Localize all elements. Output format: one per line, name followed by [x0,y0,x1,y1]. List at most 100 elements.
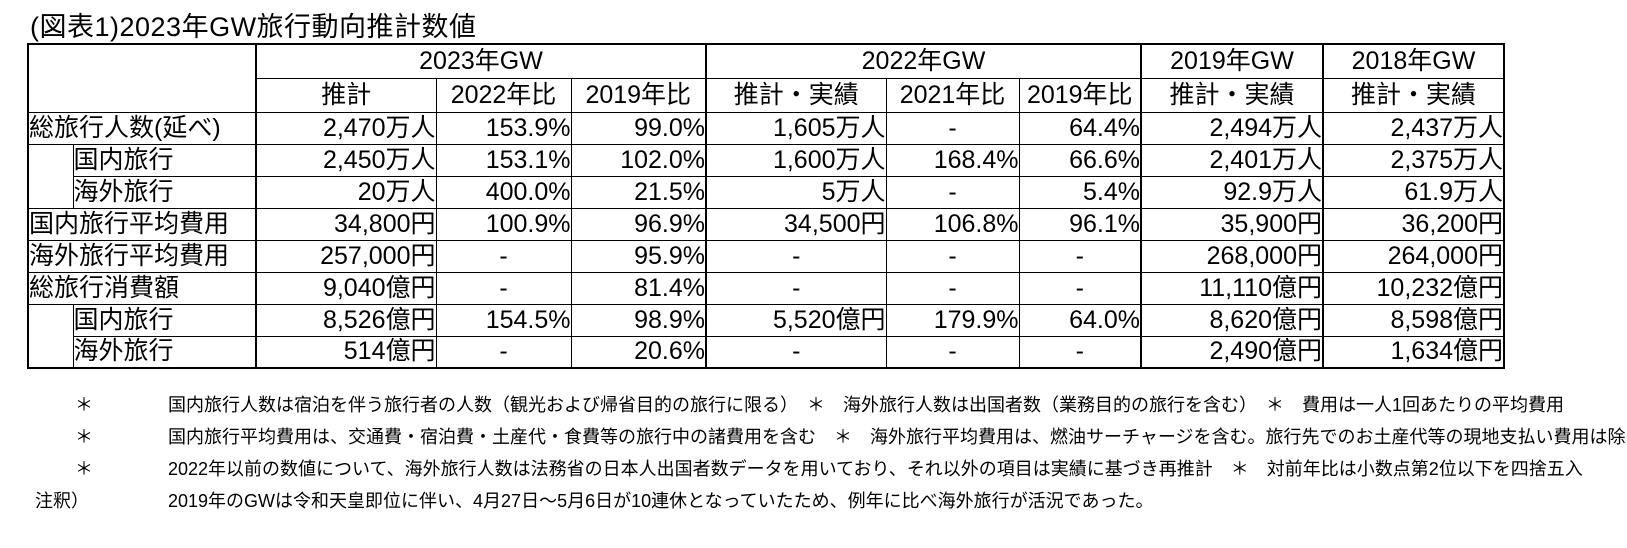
table-row: 総旅行消費額 9,040億円 - 81.4% - - - 11,110億円 10… [27,271,1505,305]
column-header: 推計・実績 [705,77,887,113]
footnote-text: 2019年のGWは令和天皇即位に伴い、4月27日～5月6日が10連休となっていた… [168,491,1154,511]
data-cell: 8,598億円 [1322,303,1505,337]
data-cell: 96.1% [1018,207,1142,241]
row-label: 国内旅行平均費用 [27,207,257,241]
data-cell: - [435,271,572,305]
column-header: 推計・実績 [1140,77,1324,113]
data-cell: 2,470万人 [255,111,437,145]
data-cell: - [885,239,1020,273]
data-cell: 5万人 [705,175,887,209]
data-cell: 257,000円 [255,239,437,273]
data-cell: 5.4% [1018,175,1142,209]
data-cell: - [1018,271,1142,305]
data-cell: 10,232億円 [1322,271,1505,305]
footnote-line: 注釈） 2019年のGWは令和天皇即位に伴い、4月27日～5月6日が10連休となっ… [35,484,1627,516]
footnote-line: ＊ 国内旅行人数は宿泊を伴う旅行者の人数（観光および帰省目的の旅行に限る） ＊ 海… [35,388,1627,420]
data-cell: 8,620億円 [1140,303,1324,337]
table-row: 海外旅行 20万人 400.0% 21.5% 5万人 - 5.4% 92.9万人… [28,175,1505,209]
data-cell: 2,450万人 [255,143,437,177]
data-cell: 99.0% [570,111,707,145]
data-cell: 2,494万人 [1140,111,1324,145]
page-title: (図表1)2023年GW旅行動向推計数値 [30,12,477,42]
data-cell: - [1018,335,1142,369]
footnote-line: ＊ 国内旅行平均費用は、交通費・宿泊費・土産代・食費等の旅行中の諸費用を含む ＊ … [35,420,1627,452]
data-cell: 64.0% [1018,303,1142,337]
data-cell: - [705,271,887,305]
footnote-marker: 注釈） [35,491,89,511]
column-header: 2019年比 [570,77,707,113]
footnote-marker: ＊ [75,427,93,447]
data-cell: 34,500円 [705,207,887,241]
data-cell: 179.9% [885,303,1020,337]
column-header: 推計・実績 [1322,77,1505,113]
header-group-row: 2023年GW 2022年GW 2019年GW 2018年GW [27,43,1505,113]
table-row: 国内旅行 8,526億円 154.5% 98.9% 5,520億円 179.9%… [27,303,1505,369]
data-cell: 2,401万人 [1140,143,1324,177]
data-cell: - [705,335,887,369]
data-cell: - [885,335,1020,369]
data-cell: 2,490億円 [1140,335,1324,369]
data-cell: 20万人 [255,175,437,209]
data-cell: 153.9% [435,111,572,145]
data-cell: 35,900円 [1140,207,1324,241]
data-cell: 92.9万人 [1140,175,1324,209]
column-group-2018: 2018年GW [1322,43,1505,79]
data-cell: 106.8% [885,207,1020,241]
corner-cell [27,43,257,113]
data-cell: 36,200円 [1322,207,1505,241]
data-cell: 98.9% [570,303,707,337]
data-cell: - [885,271,1020,305]
footnote-text: 2022年以前の数値について、海外旅行人数は法務省の日本人出国者数データを用いて… [168,459,1583,479]
indent-cell [27,303,74,369]
data-cell: - [435,335,572,369]
data-cell: 153.1% [435,143,572,177]
row-label: 総旅行消費額 [27,271,257,305]
data-cell: 514億円 [255,335,437,369]
row-label: 国内旅行 [72,143,257,177]
data-cell: 11,110億円 [1140,271,1324,305]
data-cell: 1,605万人 [705,111,887,145]
data-cell: - [1018,239,1142,273]
row-label: 総旅行人数(延べ) [27,111,257,145]
indent-cell [27,143,74,209]
table-row: 海外旅行 514億円 - 20.6% - - - 2,490億円 1,634億円 [28,335,1505,369]
footnote-text: 国内旅行平均費用は、交通費・宿泊費・土産代・食費等の旅行中の諸費用を含む ＊ 海… [168,427,1627,447]
data-cell: 2,437万人 [1322,111,1505,145]
data-cell: 1,634億円 [1322,335,1505,369]
data-cell: 168.4% [885,143,1020,177]
table-row: 国内旅行 2,450万人 153.1% 102.0% 1,600万人 168.4… [27,143,1505,209]
column-group-2019: 2019年GW [1140,43,1324,79]
footnotes: ＊ 国内旅行人数は宿泊を伴う旅行者の人数（観光および帰省目的の旅行に限る） ＊ 海… [35,388,1627,516]
footnote-text: 国内旅行人数は宿泊を伴う旅行者の人数（観光および帰省目的の旅行に限る） ＊ 海外… [168,395,1565,415]
row-label: 海外旅行 [72,335,257,369]
data-cell: 21.5% [570,175,707,209]
data-cell: 268,000円 [1140,239,1324,273]
data-cell: 96.9% [570,207,707,241]
data-cell: 81.4% [570,271,707,305]
data-cell: 1,600万人 [705,143,887,177]
data-cell: 20.6% [570,335,707,369]
column-header: 2021年比 [885,77,1020,113]
table-row: 総旅行人数(延べ) 2,470万人 153.9% 99.0% 1,605万人 -… [27,111,1505,145]
column-header: 推計 [255,77,437,113]
data-cell: 9,040億円 [255,271,437,305]
data-cell: 102.0% [570,143,707,177]
data-cell: 8,526億円 [255,303,437,337]
data-cell: 154.5% [435,303,572,337]
row-label: 海外旅行 [72,175,257,209]
footnote-marker: ＊ [75,395,93,415]
data-cell: - [435,239,572,273]
data-cell: - [705,239,887,273]
table-row: 海外旅行平均費用 257,000円 - 95.9% - - - 268,000円… [27,239,1505,273]
data-cell: 5,520億円 [705,303,887,337]
travel-stats-table: 2023年GW 2022年GW 2019年GW 2018年GW 推計 2022年… [27,43,1505,369]
data-cell: - [885,111,1020,145]
row-label: 国内旅行 [72,303,257,337]
data-cell: 34,800円 [255,207,437,241]
column-header: 2019年比 [1018,77,1142,113]
data-cell: 264,000円 [1322,239,1505,273]
data-cell: - [885,175,1020,209]
row-label: 海外旅行平均費用 [27,239,257,273]
data-cell: 64.4% [1018,111,1142,145]
